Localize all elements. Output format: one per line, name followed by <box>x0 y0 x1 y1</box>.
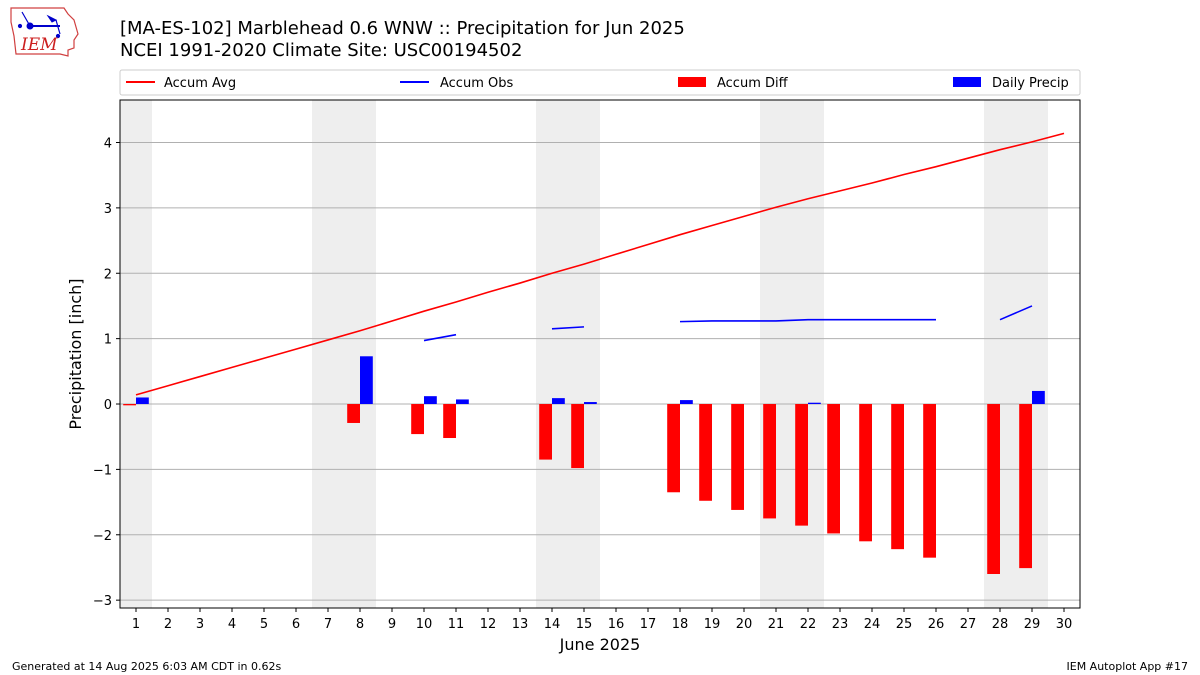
y-tick-label: 1 <box>104 333 112 348</box>
y-tick-label: 4 <box>104 136 112 151</box>
x-tick-label: 15 <box>576 617 593 632</box>
x-tick-label: 3 <box>196 617 204 632</box>
x-tick-label: 4 <box>228 617 236 632</box>
daily-precip-bar <box>552 398 565 405</box>
x-tick-label: 25 <box>896 617 913 632</box>
accum-diff-bar <box>923 404 936 558</box>
y-tick-label: −2 <box>93 529 112 544</box>
x-tick-label: 17 <box>640 617 657 632</box>
x-tick-label: 11 <box>448 617 465 632</box>
x-tick-label: 19 <box>704 617 721 632</box>
x-tick-label: 23 <box>832 617 849 632</box>
x-tick-label: 24 <box>864 617 881 632</box>
x-tick-label: 27 <box>960 617 977 632</box>
accum-diff-bar <box>667 404 680 493</box>
legend-box <box>119 69 1081 96</box>
legend-accum-obs-label: Accum Obs <box>440 76 513 91</box>
x-tick-label: 29 <box>1024 617 1041 632</box>
daily-precip-bar <box>360 356 373 405</box>
accum-obs-line <box>999 305 1033 321</box>
daily-precip-bar <box>424 396 437 405</box>
accum-diff-bar <box>731 404 744 510</box>
daily-precip-bar <box>1032 390 1045 405</box>
legend: Accum Avg Accum Obs Accum Diff Daily Precip <box>119 69 1081 96</box>
weekend-band <box>760 100 824 608</box>
legend-accum-diff-label: Accum Diff <box>717 76 789 91</box>
x-tick-label: 10 <box>416 617 433 632</box>
x-tick-label: 12 <box>480 617 497 632</box>
accum-diff-bar <box>539 404 552 460</box>
x-tick-label: 5 <box>260 617 268 632</box>
accum-diff-bar <box>891 404 904 550</box>
x-tick-label: 18 <box>672 617 689 632</box>
x-tick-label: 16 <box>608 617 625 632</box>
x-tick-label: 1 <box>132 617 140 632</box>
x-tick-label: 7 <box>324 617 332 632</box>
legend-accum-avg-label: Accum Avg <box>164 76 236 91</box>
accum-diff-bar <box>571 404 584 469</box>
x-tick-label: 22 <box>800 617 817 632</box>
weekend-band <box>536 100 600 608</box>
weekend-band <box>312 100 376 608</box>
legend-daily-precip-swatch <box>953 77 981 87</box>
logo-text: IEM <box>20 35 58 55</box>
accum-obs-line <box>679 318 936 323</box>
weather-station-icon <box>17 11 61 39</box>
iowa-outline-icon <box>10 7 79 57</box>
y-tick-label: 3 <box>104 202 112 217</box>
iem-logo: IEM <box>10 7 79 57</box>
x-tick-label: 8 <box>356 617 364 632</box>
daily-precip-bar <box>456 399 469 405</box>
y-tick-label: 2 <box>104 267 112 282</box>
x-tick-label: 30 <box>1056 617 1073 632</box>
accum-diff-bar <box>795 404 808 526</box>
daily-precip-bar <box>584 402 597 405</box>
y-tick-label: −3 <box>93 594 112 609</box>
chart-title: [MA-ES-102] Marblehead 0.6 WNW :: Precip… <box>120 18 685 39</box>
accum-diff-bar <box>987 404 1000 575</box>
accum-diff-bar <box>763 404 776 519</box>
accum-diff-bar <box>411 404 424 435</box>
x-tick-label: 20 <box>736 617 753 632</box>
legend-daily-precip-label: Daily Precip <box>992 76 1069 91</box>
accum-diff-bar <box>347 404 360 423</box>
accum-diff-bar <box>827 404 840 534</box>
chart-subtitle: NCEI 1991-2020 Climate Site: USC00194502 <box>120 40 523 61</box>
y-axis-label: Precipitation [inch] <box>66 278 85 429</box>
legend-accum-diff-swatch <box>678 77 706 87</box>
weekend-band <box>120 100 152 608</box>
x-tick-label: 6 <box>292 617 300 632</box>
accum-obs-line <box>423 333 457 342</box>
accum-diff-bar <box>123 404 136 406</box>
x-tick-label: 9 <box>388 617 396 632</box>
accum-diff-bar <box>443 404 456 439</box>
accum-diff-bar <box>699 404 712 501</box>
y-tick-label: 0 <box>104 398 112 413</box>
x-axis-label: June 2025 <box>559 635 641 654</box>
accum-avg-line <box>135 132 1065 396</box>
plot-frame <box>119 99 1081 609</box>
daily-precip-bar <box>680 400 693 405</box>
accum-diff-bar <box>859 404 872 542</box>
x-tick-label: 2 <box>164 617 172 632</box>
x-tick-label: 14 <box>544 617 561 632</box>
x-tick-label: 13 <box>512 617 529 632</box>
x-tick-label: 26 <box>928 617 945 632</box>
x-tick-label: 28 <box>992 617 1009 632</box>
accum-diff-bar <box>1019 404 1032 569</box>
y-tick-label: −1 <box>93 463 112 478</box>
daily-precip-bar <box>808 402 821 405</box>
x-tick-label: 21 <box>768 617 785 632</box>
generated-timestamp: Generated at 14 Aug 2025 6:03 AM CDT in … <box>12 660 282 673</box>
accum-obs-line <box>551 326 585 330</box>
app-credit: IEM Autoplot App #17 <box>1066 660 1189 673</box>
daily-precip-bar <box>136 397 149 405</box>
